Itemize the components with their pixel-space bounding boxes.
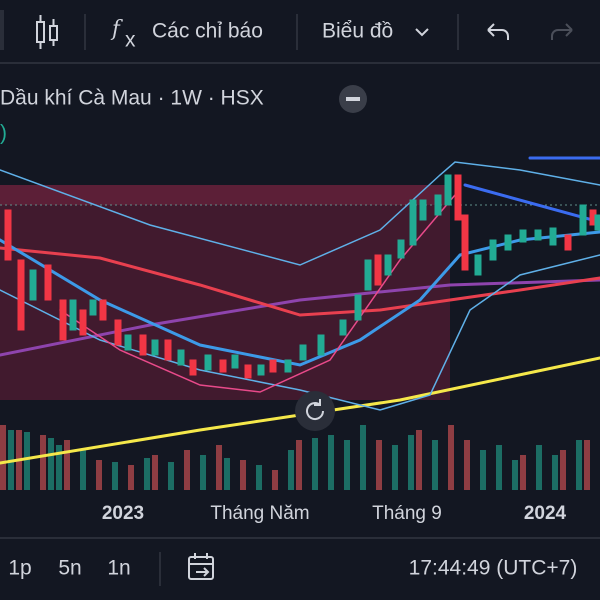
undo[interactable] bbox=[487, 23, 509, 40]
legend-partial: ) bbox=[0, 122, 7, 145]
x-axis: 2023 Tháng Năm Tháng 9 2024 bbox=[102, 503, 567, 524]
fx-icon[interactable]: f bbox=[110, 17, 123, 41]
x-label: Tháng Năm bbox=[210, 503, 309, 524]
x-label: Tháng 9 bbox=[372, 503, 442, 524]
bottom-bar: 1p 5n 1n 17:44:49 (UTC+7) bbox=[0, 537, 600, 586]
indicators-button[interactable]: Các chỉ báo bbox=[152, 20, 263, 43]
clock: 17:44:49 (UTC+7) bbox=[409, 557, 578, 580]
toolbar: f x Các chỉ báo Biểu đồ bbox=[0, 10, 600, 64]
chart-area bbox=[0, 156, 600, 490]
redo[interactable] bbox=[551, 23, 573, 40]
interval-button[interactable]: 1p bbox=[8, 557, 31, 580]
candle-icon[interactable] bbox=[36, 15, 58, 49]
reset-icon bbox=[306, 399, 325, 420]
interval-button[interactable]: 5n bbox=[58, 557, 81, 580]
fx-icon-sub: x bbox=[125, 29, 136, 52]
collapse-icon bbox=[346, 97, 360, 101]
chevron bbox=[415, 28, 429, 37]
divider bbox=[0, 10, 4, 50]
chart-type-button[interactable]: Biểu đồ bbox=[322, 20, 393, 43]
legend-symbol: Dầu khí Cà Mau · 1W · HSX bbox=[0, 87, 264, 110]
calendar-icon[interactable] bbox=[188, 553, 214, 580]
reset-button[interactable] bbox=[295, 391, 335, 431]
candles bbox=[4, 174, 600, 379]
x-label: 2024 bbox=[524, 503, 567, 524]
zone-top bbox=[0, 185, 450, 205]
x-label: 2023 bbox=[102, 503, 144, 524]
interval-button[interactable]: 1n bbox=[107, 557, 130, 580]
